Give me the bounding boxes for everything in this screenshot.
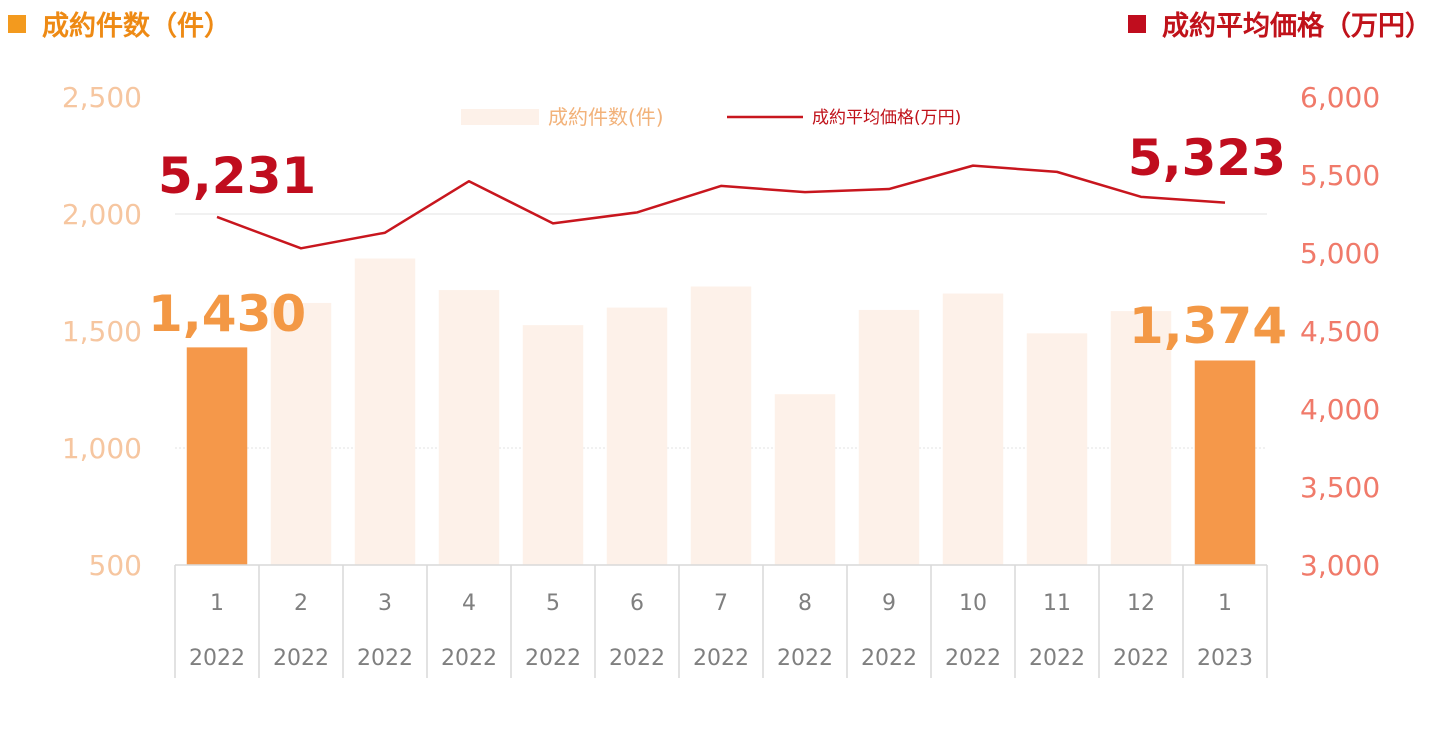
bar-series-swatch-icon <box>8 14 26 33</box>
left-y-axis: 500 1,000 1,500 2,000 2,500 <box>62 81 142 582</box>
left-tick-label: 500 <box>89 549 142 582</box>
x-year-label: 2022 <box>609 646 665 671</box>
x-month-label: 5 <box>546 591 560 616</box>
right-tick-label: 3,500 <box>1300 471 1380 504</box>
right-axis-title: 成約平均価格（万円） <box>1128 4 1432 43</box>
x-year-label: 2022 <box>189 646 245 671</box>
bar <box>606 307 668 565</box>
x-month-label: 10 <box>959 591 987 616</box>
x-month-label: 7 <box>714 591 728 616</box>
bar <box>1194 360 1256 565</box>
bar <box>690 286 752 565</box>
x-month-label: 8 <box>798 591 812 616</box>
right-y-axis: 3,000 3,500 4,000 4,500 5,000 5,500 6,000 <box>1300 81 1380 582</box>
line-path <box>216 164 1226 250</box>
x-year-label: 2022 <box>777 646 833 671</box>
x-year-label: 2022 <box>693 646 749 671</box>
right-tick-label: 6,000 <box>1300 81 1380 114</box>
x-year-label: 2023 <box>1197 646 1253 671</box>
right-tick-label: 5,500 <box>1300 159 1380 192</box>
x-month-label: 2 <box>294 591 308 616</box>
data-labels: 5,231 5,323 1,430 1,374 <box>148 129 1287 355</box>
line-label-last: 5,323 <box>1128 129 1286 187</box>
left-tick-label: 1,500 <box>62 315 142 348</box>
left-axis-title-text: 成約件数（件） <box>42 11 231 42</box>
bar <box>1110 311 1172 565</box>
x-year-label: 2022 <box>1113 646 1169 671</box>
x-year-label: 2022 <box>273 646 329 671</box>
x-month-label: 9 <box>882 591 896 616</box>
bar <box>942 293 1004 565</box>
x-month-label: 1 <box>210 591 224 616</box>
bar-label-last: 1,374 <box>1129 297 1287 355</box>
x-month-label: 11 <box>1043 591 1071 616</box>
x-axis: 1 2022 2 2022 3 2022 4 2022 5 2022 6 2022 7 2022 8 2022… <box>174 564 1268 678</box>
right-tick-label: 4,000 <box>1300 393 1380 426</box>
bar <box>858 309 920 565</box>
x-month-label: 6 <box>630 591 644 616</box>
bar <box>270 302 332 565</box>
right-tick-label: 4,500 <box>1300 315 1380 348</box>
left-tick-label: 1,000 <box>62 432 142 465</box>
line-series <box>216 164 1226 250</box>
right-tick-label: 5,000 <box>1300 237 1380 270</box>
x-year-label: 2022 <box>441 646 497 671</box>
bar <box>186 347 248 565</box>
x-year-label: 2022 <box>525 646 581 671</box>
right-axis-title-text: 成約平均価格（万円） <box>1162 11 1432 42</box>
bar <box>438 290 500 565</box>
bar-series <box>186 258 1256 565</box>
legend-bar-swatch <box>461 109 539 125</box>
right-tick-label: 3,000 <box>1300 549 1380 582</box>
legend-line-label: 成約平均価格(万円) <box>812 108 961 128</box>
legend: 成約件数(件) 成約平均価格(万円) <box>461 105 961 129</box>
x-year-label: 2022 <box>1029 646 1085 671</box>
x-year-label: 2022 <box>945 646 1001 671</box>
left-tick-label: 2,500 <box>62 81 142 114</box>
legend-bar-label: 成約件数(件) <box>548 105 664 129</box>
x-month-label: 12 <box>1127 591 1155 616</box>
x-month-label: 3 <box>378 591 392 616</box>
x-year-label: 2022 <box>357 646 413 671</box>
bar-label-first: 1,430 <box>148 285 306 343</box>
left-tick-label: 2,000 <box>62 198 142 231</box>
x-year-label: 2022 <box>861 646 917 671</box>
bar <box>1026 333 1088 565</box>
x-month-label: 1 <box>1218 591 1232 616</box>
bar <box>522 325 584 565</box>
left-axis-title: 成約件数（件） <box>8 4 231 43</box>
bar <box>354 258 416 565</box>
x-month-label: 4 <box>462 591 476 616</box>
line-series-swatch-icon <box>1128 14 1146 33</box>
bar <box>774 394 836 565</box>
line-label-first: 5,231 <box>158 147 316 205</box>
